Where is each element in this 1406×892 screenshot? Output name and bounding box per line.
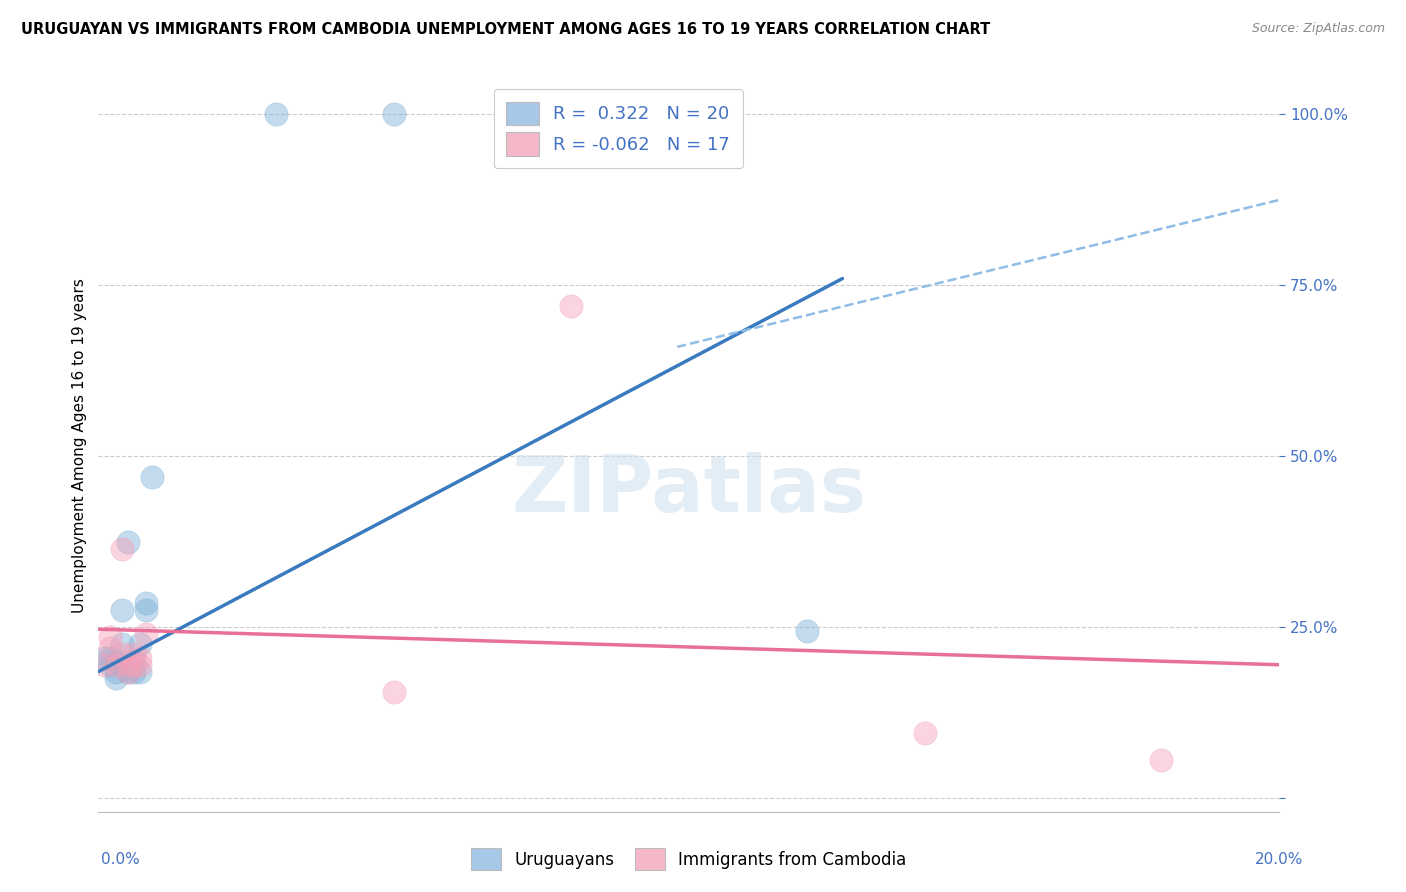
- Point: [105, 654, 128, 668]
- Point: [98, 631, 121, 645]
- Y-axis label: Unemployment Among Ages 16 to 19 years: Unemployment Among Ages 16 to 19 years: [72, 278, 87, 614]
- Point: [128, 657, 150, 672]
- Point: [117, 534, 139, 549]
- Point: [105, 672, 128, 686]
- Legend: Uruguayans, Immigrants from Cambodia: Uruguayans, Immigrants from Cambodia: [465, 842, 912, 877]
- Point: [111, 541, 134, 556]
- Point: [382, 685, 405, 699]
- Point: [111, 637, 134, 651]
- Point: [914, 726, 936, 740]
- Point: [98, 640, 121, 655]
- Point: [122, 648, 145, 662]
- Point: [117, 665, 139, 679]
- Point: [382, 107, 405, 121]
- Point: [98, 657, 121, 672]
- Text: ZIPatlas: ZIPatlas: [512, 452, 866, 528]
- Text: Source: ZipAtlas.com: Source: ZipAtlas.com: [1251, 22, 1385, 36]
- Point: [117, 657, 139, 672]
- Point: [93, 657, 115, 672]
- Point: [105, 665, 128, 679]
- Point: [111, 603, 134, 617]
- Point: [128, 637, 150, 651]
- Point: [98, 651, 121, 665]
- Point: [122, 665, 145, 679]
- Point: [135, 603, 157, 617]
- Point: [117, 665, 139, 679]
- Point: [93, 651, 115, 665]
- Text: 20.0%: 20.0%: [1256, 852, 1303, 867]
- Point: [128, 651, 150, 665]
- Point: [141, 469, 163, 483]
- Point: [122, 657, 145, 672]
- Point: [128, 665, 150, 679]
- Point: [122, 654, 145, 668]
- Point: [560, 299, 582, 313]
- Text: URUGUAYAN VS IMMIGRANTS FROM CAMBODIA UNEMPLOYMENT AMONG AGES 16 TO 19 YEARS COR: URUGUAYAN VS IMMIGRANTS FROM CAMBODIA UN…: [21, 22, 990, 37]
- Point: [264, 107, 287, 121]
- Point: [1150, 754, 1173, 768]
- Text: 0.0%: 0.0%: [101, 852, 141, 867]
- Point: [135, 596, 157, 610]
- Point: [135, 627, 157, 641]
- Point: [111, 648, 134, 662]
- Point: [796, 624, 818, 638]
- Point: [105, 657, 128, 672]
